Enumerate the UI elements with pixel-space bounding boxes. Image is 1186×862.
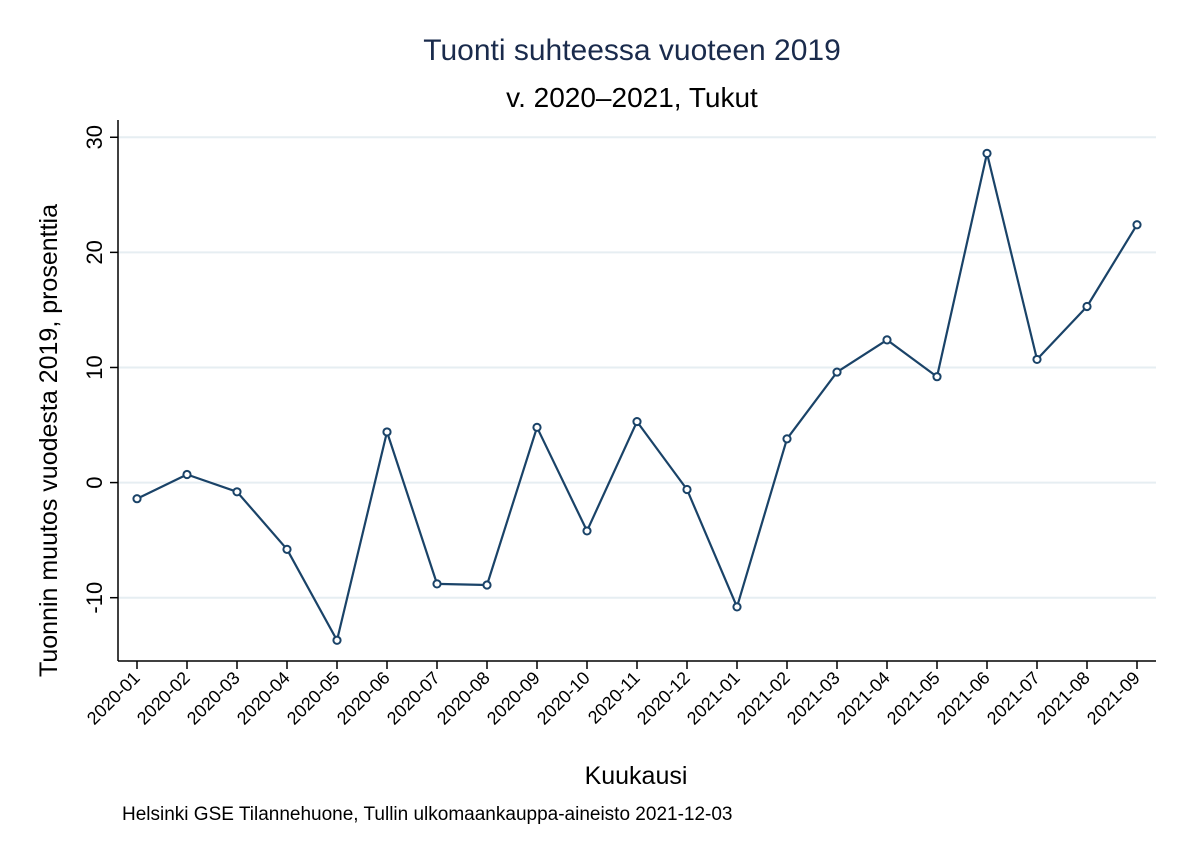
data-point: [482, 580, 492, 590]
y-tick-labels: -10 0 10 20 30: [82, 125, 107, 614]
y-axis-title: Tuonnin muutos vuodesta 2019, prosenttia: [35, 204, 63, 677]
x-tick-label: 2020-01: [83, 668, 144, 729]
x-tick-label: 2021-05: [883, 668, 944, 729]
x-tick-label: 2021-09: [1083, 668, 1144, 729]
x-tick-label: 2020-08: [433, 668, 494, 729]
chart-title: Tuonti suhteessa vuoteen 2019: [423, 34, 841, 67]
grid-lines: [118, 136, 1156, 599]
data-point: [632, 416, 642, 427]
x-tick-labels: 2020-012020-022020-032020-042020-052020-…: [83, 668, 1144, 729]
x-tick-label: 2020-12: [633, 668, 694, 729]
source-note: Helsinki GSE Tilannehuone, Tullin ulkoma…: [122, 804, 733, 825]
data-point: [132, 494, 142, 504]
x-tick-label: 2020-09: [483, 668, 544, 729]
x-tick-label: 2020-06: [333, 668, 394, 729]
data-points: [132, 148, 1142, 645]
data-point: [282, 544, 292, 554]
x-tick-label: 2021-08: [1033, 668, 1094, 729]
y-tick-label: 20: [82, 240, 107, 264]
y-tick-label: 30: [82, 125, 107, 149]
axes: [110, 120, 1156, 669]
data-point: [782, 434, 792, 444]
x-tick-label: 2020-02: [133, 668, 194, 729]
data-point: [682, 484, 692, 495]
x-tick-label: 2020-04: [233, 668, 294, 729]
x-tick-label: 2020-07: [383, 668, 444, 729]
x-tick-label: 2020-11: [584, 668, 644, 728]
data-point: [882, 335, 892, 345]
data-point: [932, 372, 942, 382]
chart-subtitle: v. 2020–2021, Tukut: [506, 82, 758, 113]
data-point: [1132, 220, 1142, 230]
data-point: [332, 635, 342, 645]
x-tick-label: 2021-07: [983, 668, 1044, 729]
x-tick-label: 2021-03: [783, 668, 844, 729]
y-tick-label: 0: [82, 476, 107, 488]
data-point: [182, 469, 192, 480]
x-tick-label: 2020-05: [283, 668, 344, 729]
data-point: [382, 427, 392, 437]
data-point: [982, 148, 992, 158]
x-tick-label: 2020-03: [183, 668, 244, 729]
y-tick-label: -10: [82, 582, 107, 614]
data-point: [732, 602, 742, 612]
x-axis-title: Kuukausi: [585, 762, 688, 790]
data-point: [582, 526, 592, 536]
data-point: [432, 579, 442, 589]
x-tick-label: 2021-04: [833, 668, 894, 729]
data-point: [1032, 354, 1042, 365]
x-tick-label: 2021-01: [683, 668, 744, 729]
data-point: [232, 487, 242, 497]
x-tick-label: 2021-02: [733, 668, 794, 729]
data-point: [1082, 301, 1092, 312]
series-path: [136, 152, 1138, 642]
x-tick-label: 2020-10: [533, 668, 594, 729]
series-line: [136, 152, 1138, 642]
data-point: [532, 422, 542, 432]
x-tick-label: 2021-06: [933, 668, 994, 729]
y-tick-label: 10: [82, 355, 107, 379]
data-point: [832, 367, 842, 377]
